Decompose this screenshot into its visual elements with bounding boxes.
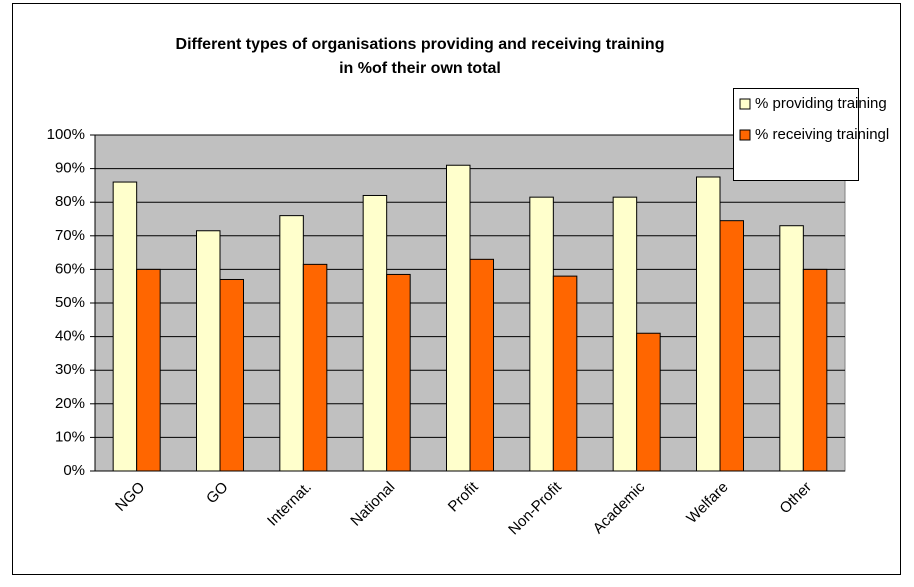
- chart-title: Different types of organisations providi…: [176, 36, 665, 53]
- bar: [552, 275, 578, 472]
- y-tick-label: 70%: [55, 227, 85, 244]
- bar: [302, 263, 328, 472]
- bar: [802, 268, 828, 472]
- bar: [386, 273, 411, 472]
- bar: [196, 230, 221, 472]
- legend-box: [733, 88, 859, 181]
- bar: [636, 332, 661, 472]
- bar: [136, 268, 161, 472]
- bar: [219, 278, 244, 472]
- bar: [362, 194, 388, 472]
- y-tick-label: 50%: [55, 294, 85, 311]
- bar: [279, 215, 304, 472]
- y-tick-label: 20%: [55, 395, 85, 412]
- y-tick-label: 100%: [47, 126, 85, 143]
- legend-swatch: [739, 98, 751, 110]
- y-tick-label: 30%: [55, 361, 85, 378]
- y-tick-label: 90%: [55, 160, 85, 177]
- bar: [612, 196, 638, 472]
- bar: [529, 196, 554, 472]
- bar: [779, 225, 804, 472]
- bar: [696, 176, 721, 472]
- y-tick-label: 80%: [55, 193, 85, 210]
- legend-label: % providing training: [755, 95, 887, 112]
- y-tick-label: 0%: [63, 462, 85, 479]
- bar: [469, 258, 494, 472]
- legend-swatch: [739, 129, 751, 141]
- chart-subtitle: in %of their own total: [339, 60, 501, 77]
- y-tick-label: 60%: [55, 260, 85, 277]
- y-tick-label: 40%: [55, 328, 85, 345]
- bar: [719, 220, 744, 472]
- y-tick-label: 10%: [55, 428, 85, 445]
- bar: [112, 181, 138, 472]
- bar: [446, 164, 471, 472]
- legend-label: % receiving trainingl: [755, 126, 889, 143]
